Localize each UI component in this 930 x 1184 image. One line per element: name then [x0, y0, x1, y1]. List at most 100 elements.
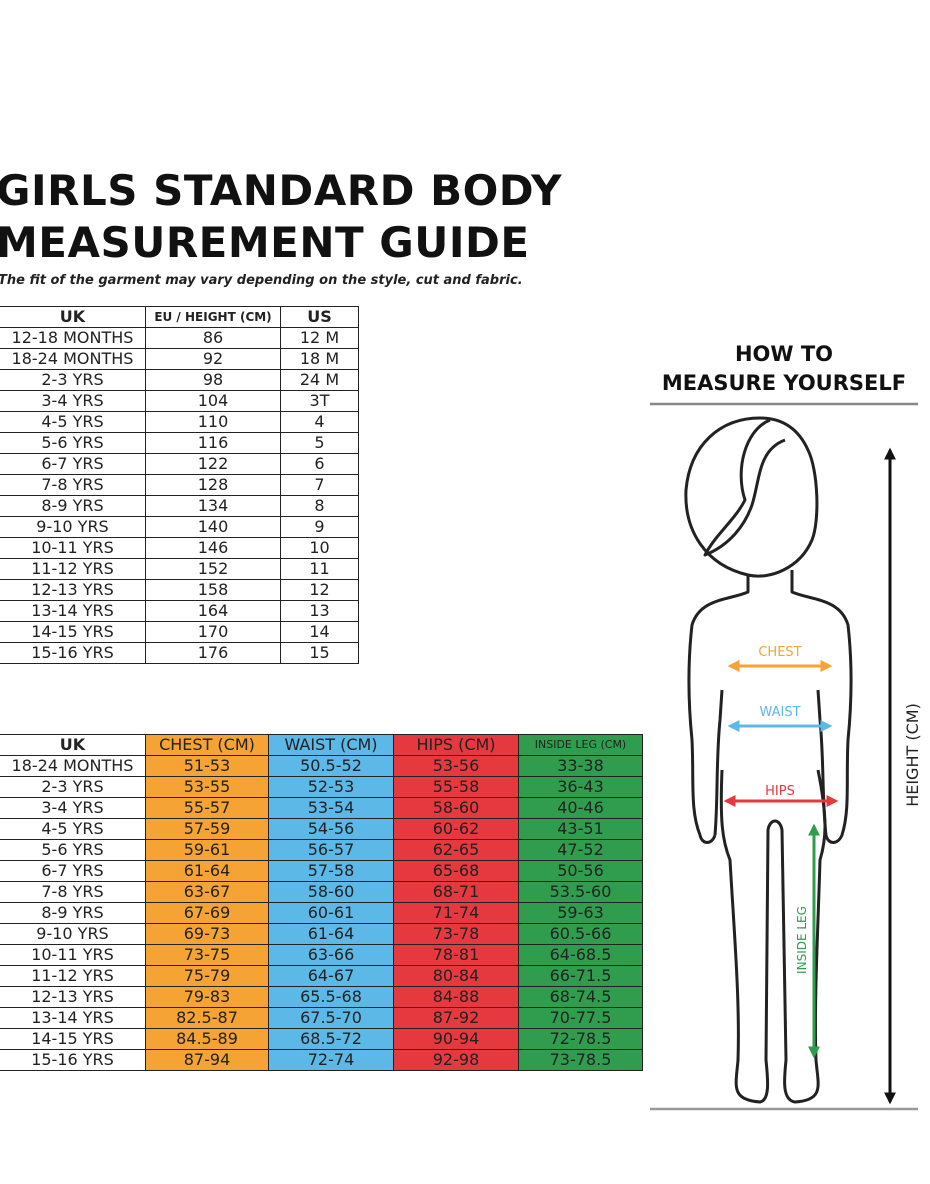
table-cell: 40-46: [518, 797, 643, 819]
table-cell: 63-67: [145, 881, 269, 903]
table-cell: 14-15 YRS: [0, 1028, 146, 1050]
table-cell: 4-5 YRS: [0, 411, 146, 433]
table-cell: 18-24 MONTHS: [0, 348, 146, 370]
table-cell: 90-94: [393, 1028, 519, 1050]
title-line: GIRLS STANDARD BODY: [0, 166, 562, 215]
table-row: 3-4 YRS 55-57 53-54 58-60 40-46: [0, 797, 643, 819]
header-row: UK EU / HEIGHT (CM) US: [0, 306, 359, 328]
table-cell: WAIST (CM): [268, 734, 394, 756]
table-cell: 98: [145, 369, 281, 391]
table-cell: 66-71.5: [518, 965, 643, 987]
table-cell: 140: [145, 516, 281, 538]
table-cell: 58-60: [268, 881, 394, 903]
table-cell: 176: [145, 642, 281, 664]
table-cell: 43-51: [518, 818, 643, 840]
table-cell: 15: [280, 642, 359, 664]
table-row: 4-5 YRS 57-59 54-56 60-62 43-51: [0, 818, 643, 840]
table-cell: 146: [145, 537, 281, 559]
table-row: 12-18 MONTHS 86 12 M: [0, 327, 359, 349]
table-row: 4-5 YRS 110 4: [0, 411, 359, 433]
table-cell: 72-74: [268, 1049, 394, 1071]
table-cell: 6-7 YRS: [0, 860, 146, 882]
table-cell: 59-63: [518, 902, 643, 924]
table-cell: 15-16 YRS: [0, 642, 146, 664]
table-cell: 10-11 YRS: [0, 944, 146, 966]
table-cell: 80-84: [393, 965, 519, 987]
table-cell: 53-54: [268, 797, 394, 819]
diagram-title: HOW TO: [734, 342, 834, 366]
table-cell: 84.5-89: [145, 1028, 269, 1050]
table-cell: 7-8 YRS: [0, 474, 146, 496]
table-cell: US: [280, 306, 359, 328]
table-row: 18-24 MONTHS 51-53 50.5-52 53-56 33-38: [0, 755, 643, 777]
hips-label: HIPS: [765, 784, 795, 799]
header-row: UK CHEST (CM) WAIST (CM) HIPS (CM) INSIDE LE…: [0, 734, 643, 756]
table-cell: 158: [145, 579, 281, 601]
table-cell: 53-56: [393, 755, 519, 777]
table-row: 12-13 YRS 79-83 65.5-68 84-88 68-74.5: [0, 986, 643, 1008]
table-cell: 51-53: [145, 755, 269, 777]
table-cell: 68-71: [393, 881, 519, 903]
table-cell: 65-68: [393, 860, 519, 882]
table-row: 13-14 YRS 164 13: [0, 600, 359, 622]
table-cell: 73-78.5: [518, 1049, 643, 1071]
table-row: 18-24 MONTHS 92 18 M: [0, 348, 359, 370]
table-cell: 68.5-72: [268, 1028, 394, 1050]
table-cell: INSIDE LEG (CM): [518, 734, 643, 756]
table-cell: 18-24 MONTHS: [0, 755, 146, 777]
table-cell: 5-6 YRS: [0, 839, 146, 861]
table-cell: 69-73: [145, 923, 269, 945]
table-row: 14-15 YRS 84.5-89 68.5-72 90-94 72-78.5: [0, 1028, 643, 1050]
table-cell: 87-94: [145, 1049, 269, 1071]
table-cell: CHEST (CM): [145, 734, 269, 756]
table-cell: 13-14 YRS: [0, 1007, 146, 1029]
table-cell: 67.5-70: [268, 1007, 394, 1029]
size-table: UK EU / HEIGHT (CM) US 12-18 MONTHS 86 12 M 18…: [0, 306, 359, 664]
table-cell: 3-4 YRS: [0, 797, 146, 819]
table-cell: 12: [280, 579, 359, 601]
diagram-title: MEASURE YOURSELF: [661, 371, 907, 395]
table-cell: 72-78.5: [518, 1028, 643, 1050]
table-row: 6-7 YRS 61-64 57-58 65-68 50-56: [0, 860, 643, 882]
table-cell: 52-53: [268, 776, 394, 798]
table-cell: 8-9 YRS: [0, 902, 146, 924]
table-cell: 87-92: [393, 1007, 519, 1029]
table-row: 9-10 YRS 140 9: [0, 516, 359, 538]
table-row: 12-13 YRS 158 12: [0, 579, 359, 601]
table-cell: 4: [280, 411, 359, 433]
table-cell: 9-10 YRS: [0, 923, 146, 945]
table-cell: 57-59: [145, 818, 269, 840]
table-cell: 63-66: [268, 944, 394, 966]
table-row: 8-9 YRS 67-69 60-61 71-74 59-63: [0, 902, 643, 924]
table-row: 15-16 YRS 176 15: [0, 642, 359, 664]
table-cell: 7-8 YRS: [0, 881, 146, 903]
measurement-table: UK CHEST (CM) WAIST (CM) HIPS (CM) INSIDE LE…: [0, 734, 643, 1071]
table-cell: HIPS (CM): [393, 734, 519, 756]
table-row: 2-3 YRS 53-55 52-53 55-58 36-43: [0, 776, 643, 798]
table-row: 3-4 YRS 104 3T: [0, 390, 359, 412]
inside-leg-label: INSIDE LEG: [795, 906, 809, 974]
subtitle: The fit of the garment may vary dependin…: [0, 273, 523, 288]
table-row: 7-8 YRS 128 7: [0, 474, 359, 496]
table-cell: 68-74.5: [518, 986, 643, 1008]
table-cell: 92-98: [393, 1049, 519, 1071]
table-cell: 53-55: [145, 776, 269, 798]
table-cell: 15-16 YRS: [0, 1049, 146, 1071]
table-cell: 61-64: [145, 860, 269, 882]
table-cell: 79-83: [145, 986, 269, 1008]
table-cell: 60.5-66: [518, 923, 643, 945]
table-cell: 12-18 MONTHS: [0, 327, 146, 349]
table-cell: 5-6 YRS: [0, 432, 146, 454]
table-cell: 12 M: [280, 327, 359, 349]
table-cell: 36-43: [518, 776, 643, 798]
table-cell: 12-13 YRS: [0, 579, 146, 601]
chest-label: CHEST: [758, 645, 801, 660]
table-row: 11-12 YRS 75-79 64-67 80-84 66-71.5: [0, 965, 643, 987]
table-cell: 56-57: [268, 839, 394, 861]
table-cell: 47-52: [518, 839, 643, 861]
table-row: 10-11 YRS 146 10: [0, 537, 359, 559]
table-row: 7-8 YRS 63-67 58-60 68-71 53.5-60: [0, 881, 643, 903]
table-row: 5-6 YRS 116 5: [0, 432, 359, 454]
table-cell: 33-38: [518, 755, 643, 777]
